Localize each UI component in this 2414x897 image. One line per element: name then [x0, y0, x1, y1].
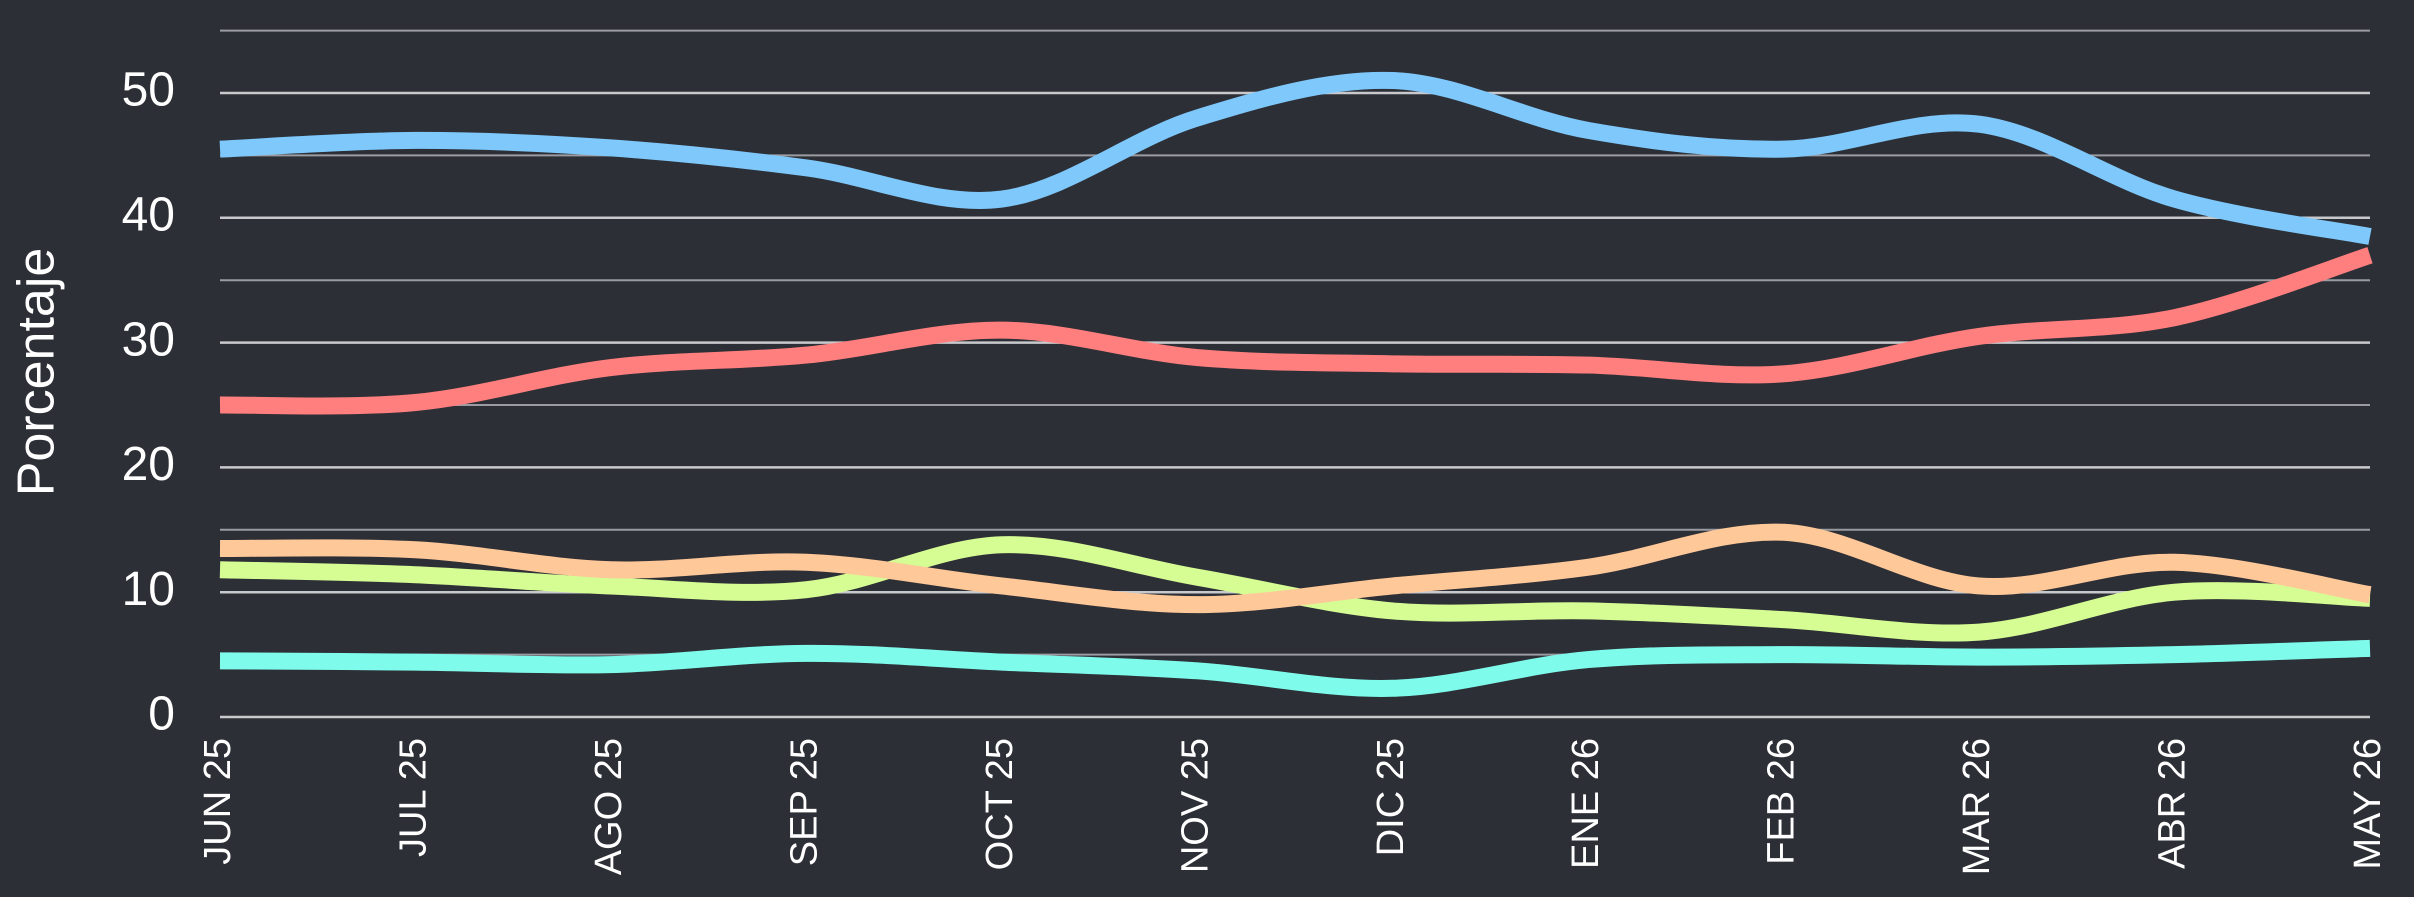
x-tick-label: JUN 25 [197, 738, 239, 865]
y-tick-label: 50 [122, 64, 175, 117]
y-tick-label: 0 [148, 688, 175, 741]
series-line [219, 247, 2373, 415]
x-tick-label: MAR 26 [1956, 738, 1998, 875]
x-tick-label: AGO 25 [588, 738, 630, 875]
x-tick-label: MAY 26 [2347, 738, 2389, 870]
x-tick-label: ENE 26 [1565, 738, 1607, 869]
x-tick-label: FEB 26 [1761, 738, 1803, 865]
x-tick-label: SEP 25 [783, 738, 825, 866]
x-tick-label: DIC 25 [1370, 738, 1412, 856]
y-tick-label: 10 [122, 563, 175, 616]
y-axis-label: Porcentaje [8, 248, 66, 497]
y-tick-label: 30 [122, 313, 175, 366]
series-line [219, 523, 2372, 614]
y-tick-label: 20 [122, 438, 175, 491]
x-tick-label: OCT 25 [979, 738, 1021, 870]
series-line [219, 639, 2371, 697]
x-tick-label: JUL 25 [392, 738, 434, 857]
x-tick-label: NOV 25 [1174, 738, 1216, 873]
y-tick-label: 40 [122, 188, 175, 241]
series-line [219, 71, 2372, 245]
x-tick-label: ABR 26 [2152, 738, 2194, 869]
